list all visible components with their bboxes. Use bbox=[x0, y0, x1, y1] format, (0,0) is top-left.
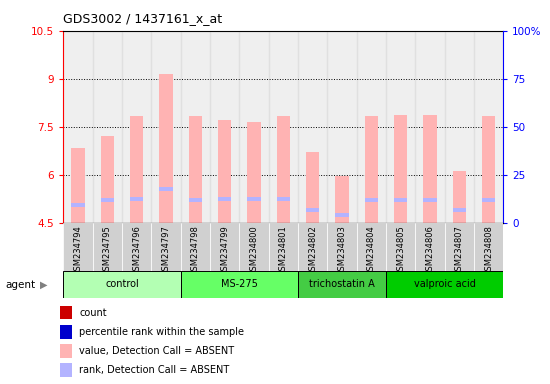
Bar bbox=[394, 114, 407, 223]
Bar bbox=[386, 271, 503, 298]
Bar bbox=[424, 114, 437, 223]
Bar bbox=[386, 31, 415, 223]
Text: GSM234803: GSM234803 bbox=[337, 225, 346, 276]
Bar bbox=[248, 122, 261, 223]
Bar bbox=[474, 223, 503, 271]
Text: GSM234796: GSM234796 bbox=[132, 225, 141, 276]
Bar bbox=[365, 116, 378, 223]
Bar bbox=[122, 223, 151, 271]
Bar bbox=[277, 116, 290, 223]
Bar bbox=[130, 116, 143, 223]
Bar bbox=[160, 187, 173, 191]
Bar bbox=[218, 120, 231, 223]
Bar bbox=[474, 31, 503, 223]
Text: value, Detection Call = ABSENT: value, Detection Call = ABSENT bbox=[79, 346, 234, 356]
Bar bbox=[151, 31, 180, 223]
Bar bbox=[444, 223, 474, 271]
Bar bbox=[415, 223, 444, 271]
Text: GSM234798: GSM234798 bbox=[191, 225, 200, 276]
Bar bbox=[92, 31, 122, 223]
Text: GSM234805: GSM234805 bbox=[396, 225, 405, 276]
Text: GSM234797: GSM234797 bbox=[161, 225, 170, 276]
Bar bbox=[415, 31, 444, 223]
Bar bbox=[63, 271, 180, 298]
Text: ▶: ▶ bbox=[40, 280, 47, 290]
Bar bbox=[365, 199, 378, 202]
Bar bbox=[180, 271, 298, 298]
Bar bbox=[327, 31, 356, 223]
Bar bbox=[268, 223, 298, 271]
Bar bbox=[101, 199, 114, 202]
Bar bbox=[63, 223, 92, 271]
Bar bbox=[60, 306, 72, 319]
Bar bbox=[453, 171, 466, 223]
Text: GDS3002 / 1437161_x_at: GDS3002 / 1437161_x_at bbox=[63, 12, 222, 25]
Bar bbox=[336, 176, 349, 223]
Bar bbox=[72, 203, 85, 207]
Text: GSM234800: GSM234800 bbox=[249, 225, 258, 276]
Bar bbox=[298, 271, 386, 298]
Text: valproic acid: valproic acid bbox=[414, 279, 476, 289]
Bar bbox=[60, 363, 72, 377]
Bar bbox=[218, 197, 231, 200]
Bar bbox=[130, 197, 143, 200]
Bar bbox=[189, 116, 202, 223]
Text: GSM234804: GSM234804 bbox=[367, 225, 376, 276]
Bar bbox=[268, 31, 298, 223]
Text: GSM234799: GSM234799 bbox=[220, 225, 229, 276]
Text: GSM234807: GSM234807 bbox=[455, 225, 464, 276]
Text: rank, Detection Call = ABSENT: rank, Detection Call = ABSENT bbox=[79, 365, 229, 375]
Bar bbox=[277, 197, 290, 200]
Bar bbox=[298, 31, 327, 223]
Bar bbox=[101, 136, 114, 223]
Bar bbox=[336, 213, 349, 217]
Bar bbox=[92, 223, 122, 271]
Text: GSM234795: GSM234795 bbox=[103, 225, 112, 276]
Text: GSM234801: GSM234801 bbox=[279, 225, 288, 276]
Bar bbox=[210, 31, 239, 223]
Bar bbox=[444, 31, 474, 223]
Bar bbox=[60, 325, 72, 339]
Text: count: count bbox=[79, 308, 107, 318]
Bar bbox=[482, 199, 495, 202]
Bar bbox=[151, 223, 180, 271]
Bar bbox=[394, 199, 407, 202]
Bar bbox=[482, 116, 495, 223]
Bar bbox=[306, 208, 319, 212]
Bar bbox=[356, 31, 386, 223]
Bar bbox=[160, 74, 173, 223]
Text: GSM234806: GSM234806 bbox=[425, 225, 435, 276]
Text: GSM234808: GSM234808 bbox=[484, 225, 493, 276]
Text: GSM234802: GSM234802 bbox=[308, 225, 317, 276]
Bar bbox=[63, 31, 92, 223]
Text: GSM234794: GSM234794 bbox=[73, 225, 82, 276]
Bar bbox=[424, 199, 437, 202]
Bar bbox=[248, 197, 261, 200]
Bar bbox=[60, 344, 72, 358]
Bar bbox=[72, 147, 85, 223]
Bar bbox=[298, 223, 327, 271]
Bar bbox=[180, 223, 210, 271]
Bar bbox=[356, 223, 386, 271]
Bar bbox=[306, 152, 319, 223]
Text: agent: agent bbox=[6, 280, 36, 290]
Text: MS-275: MS-275 bbox=[221, 279, 258, 289]
Text: percentile rank within the sample: percentile rank within the sample bbox=[79, 327, 244, 337]
Text: control: control bbox=[105, 279, 139, 289]
Bar bbox=[386, 223, 415, 271]
Text: trichostatin A: trichostatin A bbox=[309, 279, 375, 289]
Bar bbox=[453, 208, 466, 212]
Bar bbox=[122, 31, 151, 223]
Bar bbox=[239, 223, 268, 271]
Bar bbox=[180, 31, 210, 223]
Bar bbox=[239, 31, 268, 223]
Bar bbox=[189, 199, 202, 202]
Bar bbox=[327, 223, 356, 271]
Bar bbox=[210, 223, 239, 271]
